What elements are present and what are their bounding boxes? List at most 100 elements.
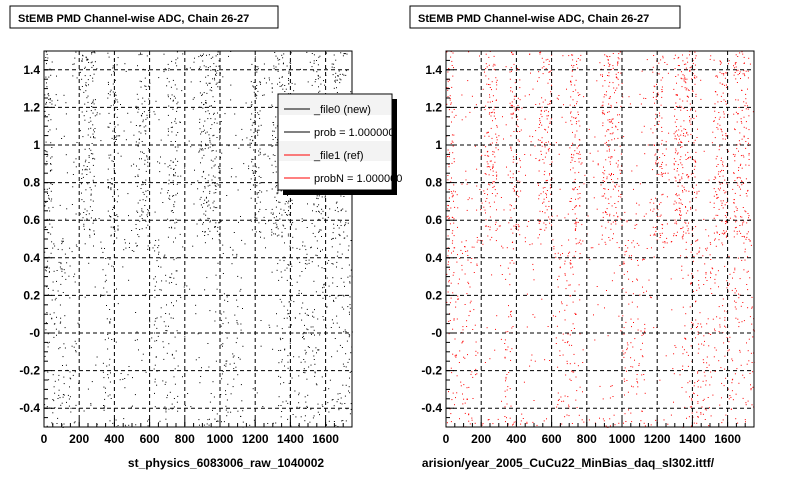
data-point	[302, 241, 304, 243]
data-point	[171, 227, 173, 229]
data-point	[213, 112, 215, 114]
data-point	[694, 51, 696, 53]
data-point	[574, 117, 576, 119]
data-point	[208, 82, 210, 84]
data-point	[107, 93, 109, 95]
data-point	[243, 163, 245, 165]
data-point	[615, 73, 617, 75]
data-point	[618, 84, 620, 86]
data-point	[271, 83, 273, 85]
data-point	[127, 374, 129, 376]
data-point	[250, 106, 252, 107]
y-tick-label: 1.4	[23, 63, 40, 77]
data-point	[103, 386, 105, 388]
data-point	[331, 63, 333, 65]
data-point	[455, 356, 457, 358]
data-point	[217, 51, 219, 53]
data-point	[120, 155, 122, 157]
data-point	[508, 222, 510, 224]
data-point	[92, 65, 94, 67]
data-point	[741, 122, 743, 124]
data-point	[195, 304, 197, 306]
data-point	[272, 214, 274, 215]
data-point	[204, 231, 206, 233]
data-point	[253, 132, 255, 134]
data-point	[645, 213, 647, 215]
data-point	[291, 82, 293, 84]
data-point	[278, 63, 280, 65]
data-point	[685, 206, 687, 208]
data-point	[210, 220, 211, 222]
data-point	[696, 115, 697, 117]
data-point	[124, 63, 126, 65]
data-point	[105, 279, 107, 281]
data-point	[513, 95, 515, 97]
data-point	[498, 135, 500, 137]
data-point	[57, 290, 59, 292]
data-point	[512, 424, 513, 426]
data-point	[306, 253, 308, 255]
data-point	[610, 174, 612, 175]
data-point	[220, 319, 222, 321]
data-point	[131, 250, 133, 251]
data-point	[744, 236, 745, 238]
data-point	[110, 189, 112, 191]
data-point	[702, 413, 704, 415]
data-point	[289, 62, 291, 64]
data-point	[710, 55, 712, 57]
data-point	[740, 216, 741, 218]
data-point	[514, 189, 515, 191]
data-point	[141, 218, 143, 219]
data-point	[294, 390, 296, 392]
data-point	[288, 72, 290, 74]
data-point	[680, 77, 682, 79]
data-point	[51, 147, 53, 148]
data-point	[709, 201, 711, 203]
data-point	[209, 192, 211, 194]
data-point	[680, 140, 682, 142]
data-point	[145, 190, 147, 192]
data-point	[689, 69, 691, 71]
data-point	[318, 91, 320, 93]
data-point	[740, 232, 742, 234]
data-point	[710, 334, 712, 335]
data-point	[214, 226, 216, 228]
data-point	[713, 356, 715, 358]
data-point	[661, 224, 663, 225]
data-point	[207, 110, 209, 112]
data-point	[742, 302, 744, 303]
data-point	[641, 131, 643, 133]
data-point	[95, 218, 96, 220]
data-point	[306, 328, 308, 330]
data-point	[275, 206, 277, 208]
data-point	[91, 61, 93, 63]
data-point	[337, 251, 339, 253]
data-point	[641, 70, 643, 72]
data-point	[102, 251, 104, 253]
data-point	[662, 193, 664, 195]
data-point	[147, 245, 149, 247]
data-point	[59, 347, 61, 349]
data-point	[146, 156, 148, 158]
data-point	[347, 361, 349, 363]
data-point	[736, 177, 738, 179]
data-point	[488, 78, 490, 80]
data-point	[655, 230, 657, 232]
data-point	[189, 288, 191, 290]
data-point	[453, 158, 455, 160]
data-point	[55, 94, 57, 96]
data-point	[729, 217, 731, 219]
data-point	[720, 62, 722, 64]
data-point	[722, 298, 724, 300]
data-point	[718, 286, 719, 288]
data-point	[125, 70, 127, 72]
data-point	[147, 235, 149, 237]
data-point	[689, 70, 691, 72]
data-point	[205, 214, 207, 216]
data-point	[156, 370, 158, 372]
data-point	[603, 177, 605, 179]
data-point	[61, 241, 63, 243]
data-point	[615, 223, 617, 225]
data-point	[682, 353, 684, 355]
data-point	[332, 232, 334, 234]
